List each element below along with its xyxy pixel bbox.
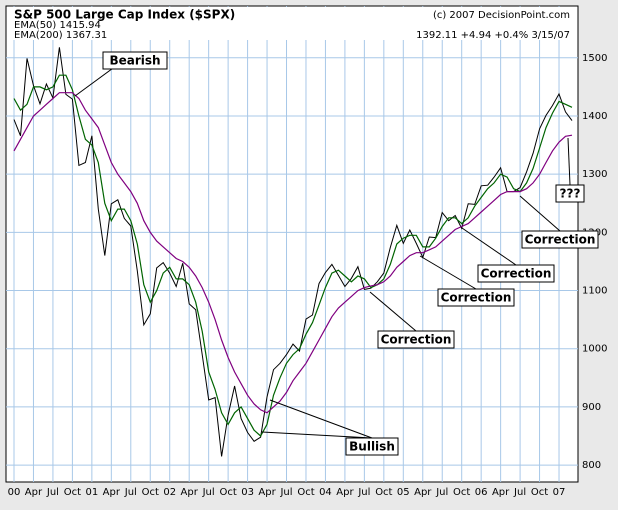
header [7, 7, 577, 40]
x-tick-label: Oct [219, 487, 236, 498]
x-tick-label: Oct [531, 487, 548, 498]
annotation: ??? [560, 187, 581, 201]
x-tick-label: Jul [513, 487, 526, 498]
y-tick-label: 1100 [582, 286, 607, 297]
series-line [13, 92, 573, 414]
annotation: Correction [481, 267, 552, 281]
y-tick-label: 1500 [582, 53, 607, 64]
annotation-box [521, 230, 599, 249]
x-tick-label: 02 [163, 487, 176, 498]
x-tick-label: 07 [553, 487, 566, 498]
x-tick-label: Jul [202, 487, 215, 498]
annotation-box [477, 264, 555, 283]
series-line [13, 74, 573, 437]
y-tick-label: 1400 [582, 111, 607, 122]
annotation-box [102, 51, 168, 70]
series-line [13, 47, 573, 457]
x-tick-label: Apr [336, 487, 354, 498]
annotation-box [555, 184, 585, 203]
x-tick-label: 04 [319, 487, 332, 498]
x-tick-label: Jul [357, 487, 370, 498]
x-tick-label: Apr [258, 487, 276, 498]
last-quote: 1392.11 +4.94 +0.4% 3/15/07 [416, 30, 570, 41]
legend-entry: EMA(50) 1415.94 [14, 20, 101, 31]
chart-title: S&P 500 Large Cap Index ($SPX) [14, 8, 235, 22]
annotation: Correction [441, 291, 512, 305]
y-tick-label: 1000 [582, 344, 607, 355]
plot-area [5, 5, 579, 483]
annotation-arrow [369, 291, 417, 332]
x-tick-label: Oct [375, 487, 392, 498]
x-tick-label: Apr [103, 487, 121, 498]
x-tick-label: Oct [453, 487, 470, 498]
annotation-arrow [419, 255, 477, 290]
marks [13, 47, 573, 457]
annotation-arrow [269, 399, 373, 439]
annotation: Bullish [349, 440, 395, 454]
y-tick-label: 900 [582, 402, 601, 413]
copyright: (c) 2007 DecisionPoint.com [433, 10, 570, 21]
x-tick-label: Jul [124, 487, 137, 498]
x-tick-label: 05 [397, 487, 410, 498]
x-tick-label: Oct [297, 487, 314, 498]
y-tick-label: 1300 [582, 169, 607, 180]
x-tick-label: Apr [492, 487, 510, 498]
x-tick-label: Apr [414, 487, 432, 498]
x-tick-label: 00 [8, 487, 21, 498]
annotation-arrow [261, 431, 373, 439]
y-tick-label: 800 [582, 460, 601, 471]
x-tick-label: 06 [475, 487, 488, 498]
x-tick-label: Jul [435, 487, 448, 498]
annotation-box [437, 288, 515, 307]
legend-entry: EMA(200) 1367.31 [14, 30, 107, 41]
annotation-box [345, 437, 399, 456]
x-tick-label: Apr [25, 487, 43, 498]
x-tick-label: 03 [241, 487, 254, 498]
x-tick-label: Jul [279, 487, 292, 498]
x-tick-label: 01 [85, 487, 98, 498]
annotation-arrow [519, 195, 561, 232]
annotation-arrow [461, 227, 517, 266]
annotation: Correction [381, 333, 452, 347]
x-tick-label: Apr [181, 487, 199, 498]
annotation-box [377, 330, 455, 349]
annotation: Correction [525, 233, 596, 247]
x-tick-label: Oct [64, 487, 81, 498]
annotation: Bearish [109, 54, 160, 68]
annotation-arrow [567, 137, 571, 186]
x-tick-label: Jul [46, 487, 59, 498]
x-tick-label: Oct [142, 487, 159, 498]
